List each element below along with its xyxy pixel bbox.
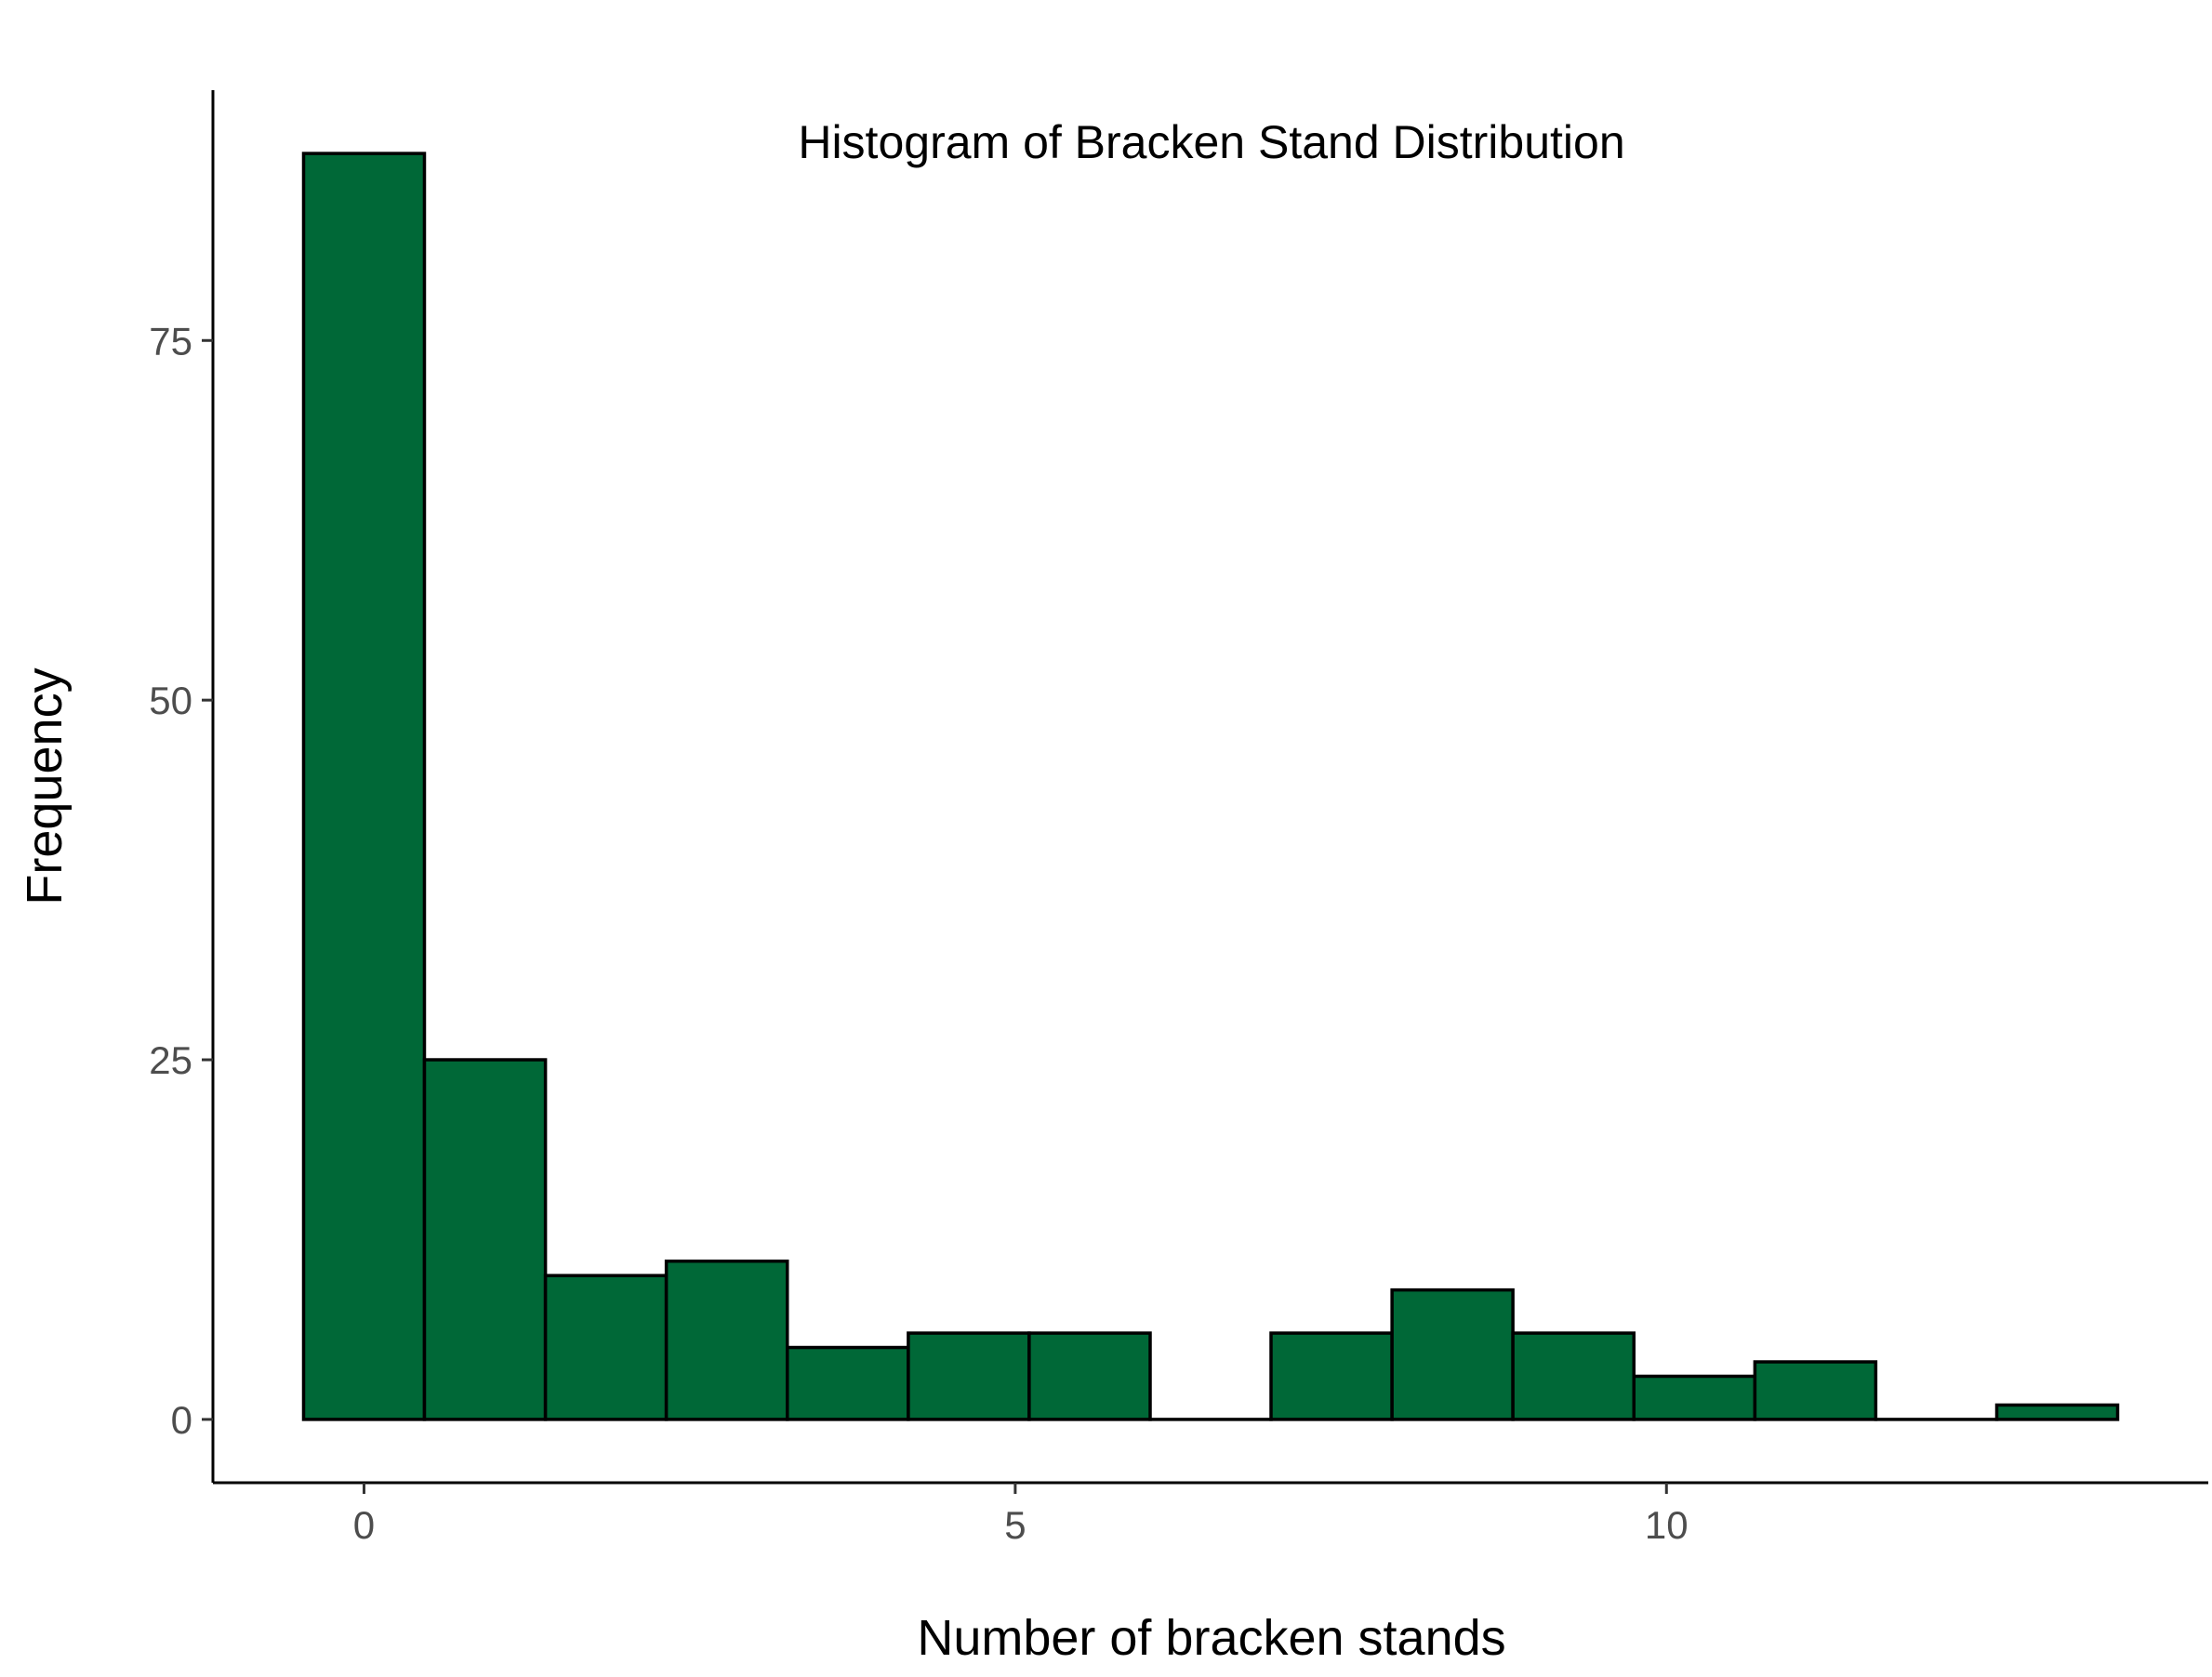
y-tick-label: 75 — [149, 319, 192, 363]
histogram-bar — [1511, 1331, 1636, 1421]
y-tick-label: 50 — [149, 679, 192, 722]
bars-layer — [301, 152, 2120, 1421]
histogram-bar — [1753, 1360, 1878, 1421]
y-tick-label: 25 — [149, 1038, 192, 1082]
x-tick-label: 5 — [1004, 1503, 1026, 1547]
histogram-bar — [1390, 1287, 1515, 1421]
x-axis-title: Number of bracken stands — [917, 1610, 1505, 1666]
y-ticks: 0 25 50 75 — [149, 319, 213, 1442]
histogram-bar — [1027, 1331, 1152, 1421]
x-ticks: 0 5 10 — [353, 1483, 1689, 1547]
x-tick-label: 10 — [1645, 1503, 1689, 1547]
histogram-bar — [907, 1331, 1031, 1421]
y-axis-title: Frequency — [17, 667, 73, 905]
histogram-bar — [1632, 1374, 1757, 1421]
histogram-bar — [301, 152, 427, 1421]
histogram-bar — [785, 1345, 910, 1421]
histogram-bar — [1994, 1403, 2120, 1421]
histogram-bar — [543, 1274, 669, 1421]
histogram-bar — [1269, 1331, 1394, 1421]
y-tick-label: 0 — [171, 1398, 192, 1442]
histogram-bar — [422, 1058, 548, 1421]
chart-title: Histogram of Bracken Stand Distribution — [798, 116, 1624, 168]
x-tick-label: 0 — [353, 1503, 375, 1547]
histogram-bar — [664, 1259, 789, 1421]
